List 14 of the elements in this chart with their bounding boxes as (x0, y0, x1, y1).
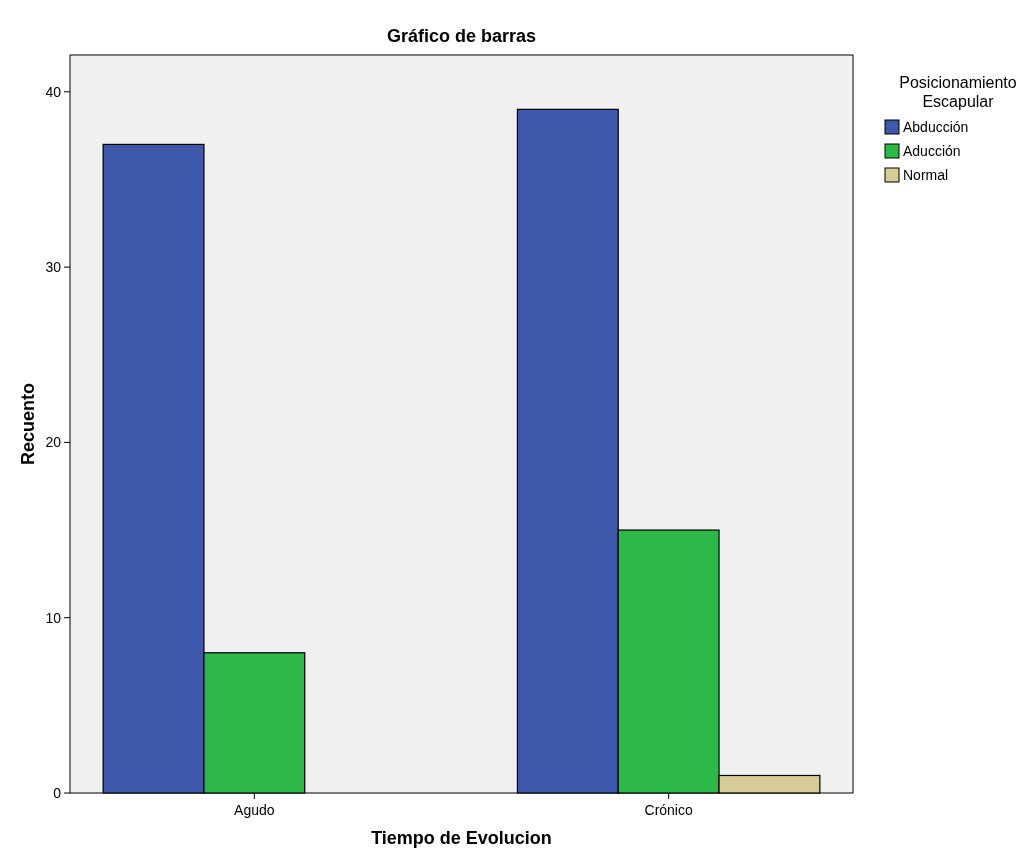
y-tick-label: 0 (53, 784, 62, 801)
x-tick-label: Agudo (234, 802, 275, 818)
y-tick-label: 20 (45, 434, 62, 451)
legend-label: Normal (903, 166, 949, 183)
y-axis-title: Recuento (18, 382, 38, 466)
chart-title: Gráfico de barras (386, 26, 537, 46)
x-tick-label: Crónico (644, 802, 693, 818)
y-tick-label: 30 (45, 259, 62, 276)
legend-title: Posicionamiento Escapular (899, 74, 1017, 110)
legend-label: Aducción (903, 142, 961, 159)
y-tick-label: 40 (45, 83, 62, 100)
y-tick-label: 10 (45, 609, 62, 626)
x-axis-title: Tiempo de Evolucion (371, 828, 552, 848)
legend-label: Abducción (903, 118, 969, 135)
